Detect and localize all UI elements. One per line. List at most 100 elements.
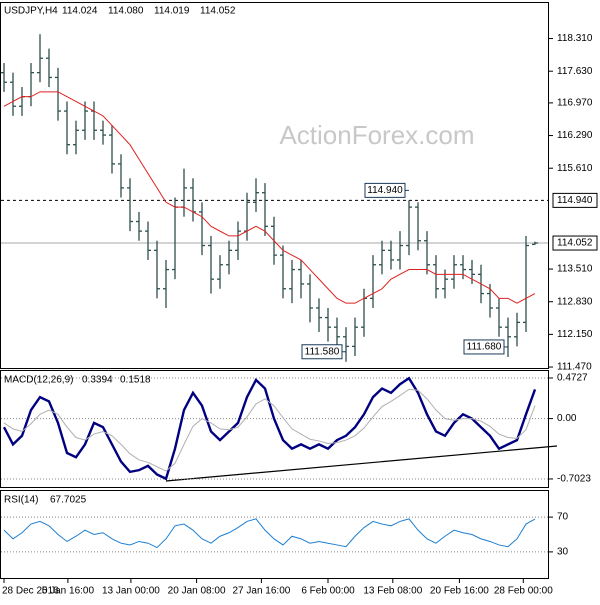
level-box bbox=[552, 235, 598, 251]
y-tick-label: 30 bbox=[557, 547, 569, 558]
y-tick-label: 112.150 bbox=[557, 329, 593, 340]
ohlc-bar bbox=[1, 63, 7, 92]
ohlc-bar bbox=[226, 240, 232, 275]
ohlc-bar bbox=[109, 125, 115, 174]
ohlc-bar bbox=[37, 34, 43, 83]
ohlc-bar bbox=[352, 317, 358, 356]
x-tick-label: 13 Jan 00:00 bbox=[102, 586, 160, 597]
header-value: 114.052 bbox=[200, 6, 236, 17]
annotation-label: 111.580 bbox=[305, 346, 340, 357]
panel-value: 0.3394 bbox=[82, 375, 113, 386]
rsi-panel bbox=[0, 490, 549, 579]
ohlc-bar bbox=[100, 120, 106, 145]
ohlc-bar bbox=[55, 67, 61, 121]
ohlc-bar bbox=[199, 202, 205, 256]
x-tick-label: 28 Dec 2016 bbox=[2, 586, 59, 597]
ohlc-bar bbox=[433, 255, 439, 299]
ohlc-bar bbox=[298, 259, 304, 299]
ohlc-bar bbox=[307, 274, 313, 323]
ohlc-bar bbox=[379, 240, 385, 275]
ohlc-bar bbox=[28, 63, 34, 107]
ohlc-bar bbox=[91, 101, 97, 140]
ohlc-bar bbox=[262, 183, 268, 236]
ohlc-bar bbox=[145, 221, 151, 260]
ohlc-bar bbox=[64, 101, 70, 155]
ohlc-bar bbox=[469, 259, 475, 284]
y-tick-label: 0.00 bbox=[557, 413, 577, 424]
header-value: 114.024 bbox=[62, 6, 98, 17]
ohlc-bar bbox=[343, 327, 349, 362]
ohlc-bar bbox=[451, 255, 457, 289]
y-tick-label: 117.630 bbox=[557, 66, 593, 77]
x-tick-label: 13 Feb 08:00 bbox=[363, 586, 422, 597]
ohlc-bar bbox=[370, 255, 376, 308]
trendline bbox=[165, 445, 558, 482]
panel-value: 0.1518 bbox=[120, 375, 151, 386]
series-line bbox=[3, 388, 536, 472]
ohlc-bar bbox=[514, 312, 520, 347]
panel-title: RSI(14) bbox=[4, 495, 38, 506]
ohlc-bar bbox=[19, 87, 25, 116]
ohlc-bar bbox=[388, 240, 394, 270]
x-tick-label: 28 Feb 00:00 bbox=[494, 586, 553, 597]
ohlc-bar bbox=[505, 317, 511, 357]
ohlc-bar bbox=[361, 288, 367, 337]
ohlc-bar bbox=[10, 72, 16, 116]
ohlc-bar bbox=[235, 221, 241, 260]
ohlc-bar bbox=[496, 298, 502, 337]
ohlc-bar bbox=[46, 48, 52, 88]
y-tick-label: 116.290 bbox=[557, 130, 593, 141]
annotation-label: 111.680 bbox=[467, 342, 502, 353]
ohlc-bar bbox=[316, 298, 322, 332]
panel-value: 67.7025 bbox=[50, 495, 87, 506]
ohlc-bar bbox=[397, 231, 403, 270]
ohlc-bar bbox=[181, 168, 187, 217]
ohlc-bar bbox=[280, 245, 286, 299]
y-tick-label: 112.830 bbox=[557, 296, 593, 307]
ohlc-bar bbox=[172, 197, 178, 280]
ohlc-bar bbox=[532, 241, 538, 246]
ohlc-bar bbox=[325, 307, 331, 342]
ohlc-bar bbox=[73, 120, 79, 155]
ohlc-bar bbox=[163, 259, 169, 308]
ohlc-bar bbox=[127, 178, 133, 232]
y-tick-label: 0.4727 bbox=[557, 373, 588, 384]
watermark: ActionForex.com bbox=[279, 120, 474, 150]
y-tick-label: 115.610 bbox=[557, 163, 593, 174]
ohlc-bar bbox=[460, 255, 466, 280]
ohlc-bar bbox=[253, 178, 259, 212]
y-tick-label: 118.310 bbox=[557, 33, 593, 44]
y-tick-label: -0.7023 bbox=[557, 474, 591, 485]
y-tick-label: 111.470 bbox=[557, 362, 592, 373]
ohlc-bar bbox=[154, 240, 160, 299]
level-box bbox=[552, 192, 598, 208]
series-line bbox=[3, 91, 536, 304]
x-tick-label: 27 Jan 16:00 bbox=[232, 586, 290, 597]
level-label: 114.940 bbox=[557, 195, 593, 206]
chart-title: USDJPY,H4 bbox=[4, 6, 58, 17]
x-tick-label: 5 Jan 16:00 bbox=[42, 586, 95, 597]
y-tick-label: 113.510 bbox=[557, 264, 593, 275]
ohlc-bar bbox=[523, 235, 529, 332]
macd-panel bbox=[0, 370, 549, 488]
x-tick-label: 6 Feb 00:00 bbox=[301, 586, 355, 597]
ohlc-bar bbox=[208, 235, 214, 294]
y-tick-label: 116.970 bbox=[557, 98, 593, 109]
ohlc-bar bbox=[118, 154, 124, 198]
ohlc-bar bbox=[217, 255, 223, 289]
ohlc-bar bbox=[406, 200, 412, 256]
header-value: 114.080 bbox=[108, 6, 144, 17]
series-line bbox=[3, 518, 536, 549]
x-tick-label: 20 Jan 08:00 bbox=[168, 586, 226, 597]
ohlc-bar bbox=[415, 202, 421, 251]
ohlc-bar bbox=[136, 211, 142, 241]
ohlc-bar bbox=[487, 283, 493, 318]
panel-title: MACD(12,26,9) bbox=[4, 375, 73, 386]
ohlc-bar bbox=[424, 231, 430, 275]
level-label: 114.052 bbox=[557, 238, 593, 249]
annotation-label: 114.940 bbox=[367, 185, 403, 196]
header-value: 114.019 bbox=[154, 6, 190, 17]
price-panel bbox=[0, 2, 549, 369]
